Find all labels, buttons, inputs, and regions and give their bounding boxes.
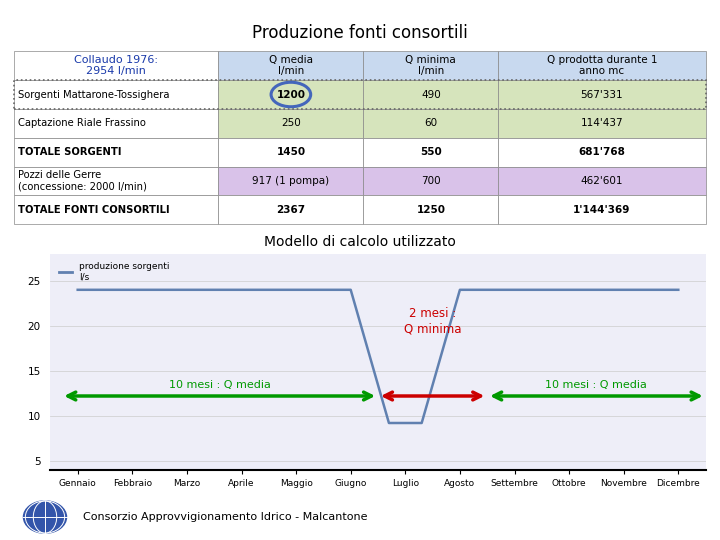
Text: Captazione Riale Frassino: Captazione Riale Frassino [18,118,146,129]
Text: 490: 490 [421,90,441,99]
Text: 1'144'369: 1'144'369 [573,205,631,215]
Circle shape [24,501,66,533]
Text: Modello di calcolo utilizzato: Modello di calcolo utilizzato [264,235,456,249]
Text: 2367: 2367 [276,205,305,215]
Text: Pozzi delle Gerre
(concessione: 2000 l/min): Pozzi delle Gerre (concessione: 2000 l/m… [18,170,147,192]
Text: 250: 250 [281,118,301,129]
Text: Q prodotta durante 1
anno mc: Q prodotta durante 1 anno mc [546,55,657,77]
Text: 60: 60 [424,118,438,129]
Text: 550: 550 [420,147,442,157]
Text: TOTALE SORGENTI: TOTALE SORGENTI [18,147,122,157]
Legend: produzione sorgenti
l/s: produzione sorgenti l/s [55,258,174,285]
Text: 917 (1 pompa): 917 (1 pompa) [252,176,330,186]
Text: Q minima
l/min: Q minima l/min [405,55,456,77]
Text: 1450: 1450 [276,147,305,157]
Text: 462'601: 462'601 [580,176,624,186]
Text: Q media
l/min: Q media l/min [269,55,313,77]
Text: Sorgenti Mattarone-Tossighera: Sorgenti Mattarone-Tossighera [18,90,169,99]
Text: 114'437: 114'437 [580,118,624,129]
Text: 2 mesi :
Q minima: 2 mesi : Q minima [404,307,462,335]
Text: 1250: 1250 [416,205,446,215]
Text: 700: 700 [421,176,441,186]
Text: 10 mesi : Q media: 10 mesi : Q media [546,380,647,390]
Text: Consorzio Approvvigionamento Idrico - Malcantone: Consorzio Approvvigionamento Idrico - Ma… [83,512,367,522]
Text: Produzione fonti consortili: Produzione fonti consortili [252,24,468,42]
Text: 10 mesi : Q media: 10 mesi : Q media [168,380,271,390]
Text: TOTALE FONTI CONSORTILI: TOTALE FONTI CONSORTILI [18,205,170,215]
Text: Collaudo 1976:
2954 l/min: Collaudo 1976: 2954 l/min [74,55,158,77]
Text: 567'331: 567'331 [580,90,624,99]
Text: 1200: 1200 [276,90,305,99]
Text: 681'768: 681'768 [578,147,626,157]
